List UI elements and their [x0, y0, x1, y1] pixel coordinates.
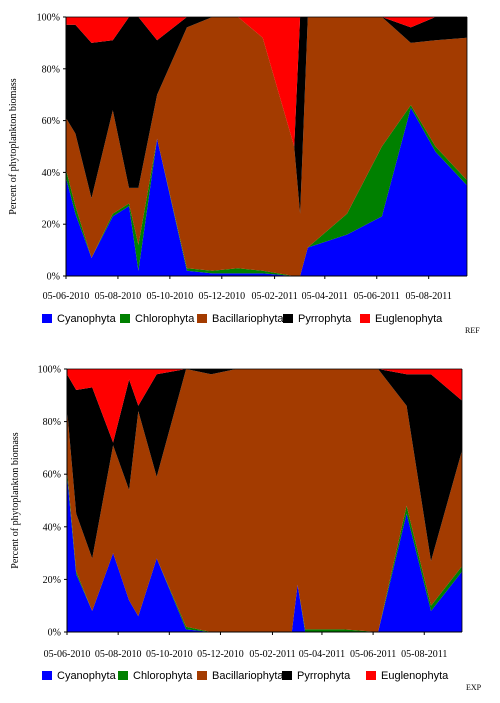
area-pyrrophyta — [67, 369, 462, 561]
x-tick-label: 05-08-2011 — [401, 649, 447, 660]
area-cyanophyta — [66, 107, 467, 276]
x-tick-label: 05-06-2010 — [43, 291, 90, 302]
area-bacillariophyta — [67, 369, 462, 632]
legend-swatch-cyanophyta — [42, 314, 52, 323]
legend-swatch-pyrrophyta — [283, 314, 293, 323]
legend-swatch-euglenophyta — [366, 671, 376, 680]
y-tick-label: 100% — [38, 365, 61, 376]
legend-label-bacillariophyta: Bacillariophyta — [212, 670, 284, 682]
legend-swatch-chlorophyta — [118, 671, 128, 680]
chart-panel-exp: 0% 20% 40% 60% 80% 100% 05-06-2010 05-08-2010 05… — [10, 365, 482, 693]
panel-tag: EXP — [466, 683, 482, 692]
legend-label-cyanophyta: Cyanophyta — [57, 670, 117, 682]
legend-label-euglenophyta: Euglenophyta — [381, 670, 449, 682]
y-axis-title: Percent of phytoplankton biomass — [8, 78, 19, 214]
chart-panel-ref: 0% 20% 40% 60% 80% 100% 05-06-2010 05-08-2010 05… — [8, 13, 480, 336]
x-tick-label: 05-08-2010 — [95, 291, 142, 302]
y-tick-label: 80% — [43, 417, 61, 428]
area-pyrrophyta — [66, 17, 467, 214]
x-tick-label: 05-10-2010 — [146, 649, 193, 660]
legend-swatch-bacillariophyta — [197, 314, 207, 323]
x-tick-label: 05-02-2011 — [249, 649, 295, 660]
y-tick-label: 100% — [37, 13, 60, 24]
y-tick-label: 20% — [42, 220, 60, 231]
legend-swatch-bacillariophyta — [197, 671, 207, 680]
y-tick-label: 60% — [43, 470, 61, 481]
y-tick-label: 0% — [47, 272, 60, 283]
legend-label-euglenophyta: Euglenophyta — [375, 313, 443, 325]
legend-swatch-euglenophyta — [360, 314, 370, 323]
area-bacillariophyta — [66, 17, 467, 276]
legend-swatch-chlorophyta — [120, 314, 130, 323]
y-tick-label: 60% — [42, 116, 60, 127]
y-tick-label: 0% — [48, 628, 61, 639]
legend-swatch-cyanophyta — [42, 671, 52, 680]
legend-label-chlorophyta: Chlorophyta — [135, 313, 195, 325]
y-tick-label: 40% — [43, 522, 61, 533]
x-tick-label: 05-12-2010 — [198, 291, 245, 302]
x-tick-label: 05-08-2011 — [406, 291, 452, 302]
area-euglenophyta — [66, 17, 467, 147]
area-cyanophyta — [67, 474, 462, 632]
y-axis-title: Percent of phytoplankton biomass — [10, 432, 21, 568]
x-tick-label: 05-04-2011 — [299, 649, 345, 660]
x-tick-label: 05-06-2011 — [354, 291, 400, 302]
area-chlorophyta — [66, 105, 467, 276]
y-tick-label: 40% — [42, 168, 60, 179]
legend-label-pyrrophyta: Pyrrophyta — [298, 313, 352, 325]
legend-swatch-pyrrophyta — [282, 671, 292, 680]
x-tick-label: 05-06-2010 — [44, 649, 91, 660]
legend-label-cyanophyta: Cyanophyta — [57, 313, 117, 325]
panel-tag: REF — [465, 326, 480, 335]
x-tick-label: 05-04-2011 — [302, 291, 348, 302]
area-euglenophyta — [67, 369, 462, 443]
x-tick-label: 05-10-2010 — [147, 291, 194, 302]
legend-label-pyrrophyta: Pyrrophyta — [297, 670, 351, 682]
y-tick-label: 80% — [42, 64, 60, 75]
x-tick-label: 05-08-2010 — [95, 649, 142, 660]
legend-label-chlorophyta: Chlorophyta — [133, 670, 193, 682]
x-tick-label: 05-06-2011 — [350, 649, 396, 660]
x-tick-label: 05-12-2010 — [197, 649, 244, 660]
legend-label-bacillariophyta: Bacillariophyta — [212, 313, 284, 325]
x-tick-label: 05-02-2011 — [251, 291, 297, 302]
y-tick-label: 20% — [43, 575, 61, 586]
